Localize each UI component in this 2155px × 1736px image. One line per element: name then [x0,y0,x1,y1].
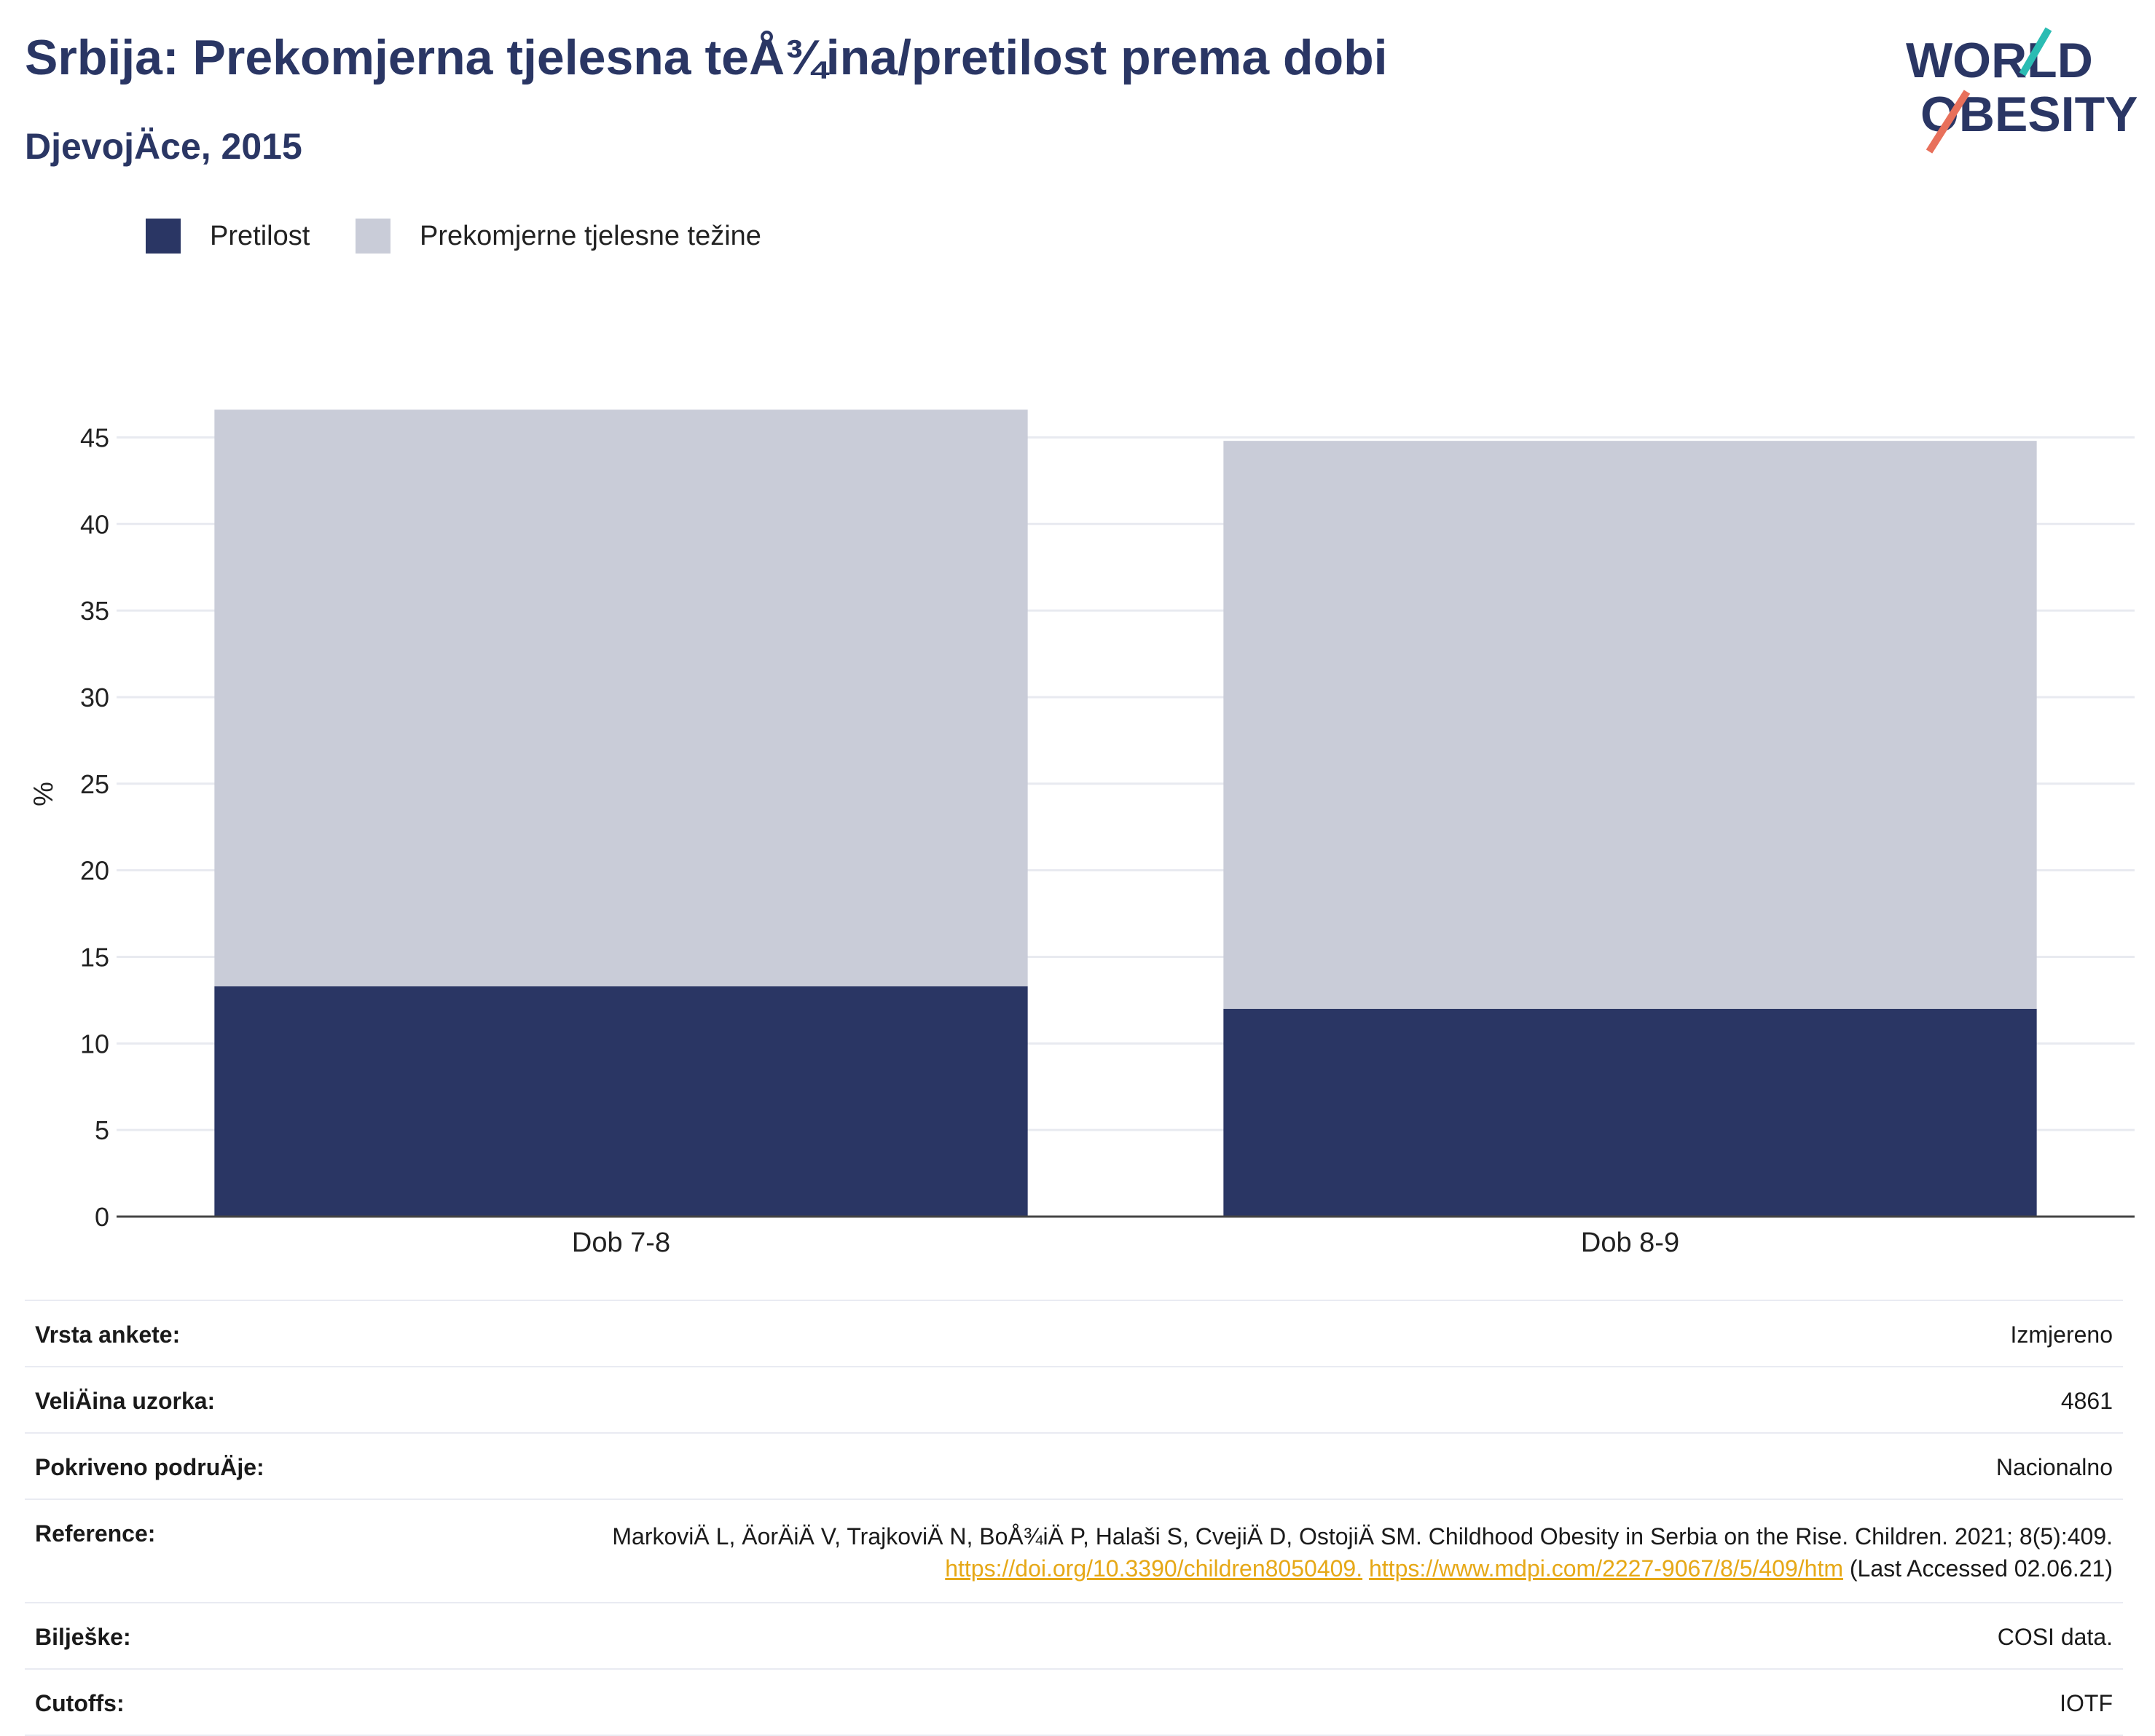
meta-row-area: Pokriveno podruÄje: Nacionalno [25,1432,2123,1499]
meta-key: Vrsta ankete: [35,1321,181,1348]
meta-row-notes: Bilješke: COSI data. [25,1602,2123,1668]
meta-value: IOTF [2060,1690,2113,1716]
y-tick-label: 30 [80,683,109,712]
legend-item-prekomjerne[interactable]: Prekomjerne tjelesne težine [356,217,761,255]
meta-key: Pokriveno podruÄje: [35,1454,264,1480]
meta-value: 4861 [2060,1388,2113,1414]
meta-value: Nacionalno [1995,1454,2113,1480]
meta-key: Reference: [35,1520,156,1547]
meta-key: VeliÄina uzorka: [35,1388,216,1414]
meta-value: COSI data. [1997,1624,2113,1650]
legend-label-pretilost: Pretilost [210,220,310,251]
legend-item-pretilost[interactable]: Pretilost [146,217,310,255]
logo-slash-teal [2019,27,2052,76]
world-obesity-logo: WORLD OBESITY [1906,27,2138,154]
y-tick-label: 35 [80,596,109,626]
bar-prekomjerne-1 [214,409,1028,986]
x-tick-labels: Dob 7-8 Dob 8-9 [572,1228,1679,1258]
legend-label-prekomjerne: Prekomjerne tjelesne težine [420,220,761,251]
meta-key: Cutoffs: [35,1690,125,1716]
legend-swatch-pretilost [146,219,181,254]
meta-value: Izmjereno [2010,1321,2113,1348]
meta-row-reference: Reference: MarkoviÄ L, ÄorÄiÄ V, Trajkov… [25,1499,2123,1602]
meta-row-sample-size: VeliÄina uzorka: 4861 [25,1366,2123,1432]
meta-value: MarkoviÄ L, ÄorÄiÄ V, TrajkoviÄ N, BoÅ¾i… [554,1520,2113,1584]
logo-line-1: WORLD [1906,33,2093,88]
chart-title: Srbija: Prekomjerna tjelesna teÅ¾ina/pre… [25,30,1388,85]
y-tick-label: 25 [80,769,109,799]
y-tick-label: 15 [80,942,109,972]
bar-chart: 0 5 10 15 20 25 30 35 40 45 Dob 7-8 Dob 8-9 % [28,409,2135,1258]
x-tick-label: Dob 7-8 [572,1228,670,1258]
chart-subtitle: DjevojÄce, 2015 [25,126,302,167]
y-tick-label: 0 [95,1202,109,1232]
x-tick-label: Dob 8-9 [1581,1228,1679,1258]
y-axis-label: % [28,782,59,806]
bar-prekomjerne-2 [1223,441,2037,1009]
bar-pretilost-2 [1223,1008,2037,1217]
y-tick-label: 20 [80,856,109,886]
bar-pretilost-1 [214,986,1028,1217]
y-tick-label: 5 [95,1115,109,1145]
y-tick-label: 40 [80,509,109,539]
meta-key: Bilješke: [35,1624,131,1650]
reference-text: MarkoviÄ L, ÄorÄiÄ V, TrajkoviÄ N, BoÅ¾i… [612,1523,2113,1550]
y-tick-label: 10 [80,1029,109,1059]
reference-suffix: (Last Accessed 02.06.21) [1849,1555,2113,1582]
reference-link-doi[interactable]: https://doi.org/10.3390/children8050409. [945,1555,1363,1582]
metadata-table: Vrsta ankete: Izmjereno VeliÄina uzorka:… [25,1300,2123,1736]
y-tick-label: 45 [80,423,109,452]
bars [214,409,2037,1217]
meta-row-survey-type: Vrsta ankete: Izmjereno [25,1300,2123,1366]
y-tick-labels: 0 5 10 15 20 25 30 35 40 45 [80,423,109,1232]
meta-row-cutoffs: Cutoffs: IOTF [25,1668,2123,1736]
reference-link-mdpi[interactable]: https://www.mdpi.com/2227-9067/8/5/409/h… [1368,1555,1843,1582]
logo-slash-coral [1926,90,1971,154]
legend-swatch-prekomjerne [356,219,390,254]
